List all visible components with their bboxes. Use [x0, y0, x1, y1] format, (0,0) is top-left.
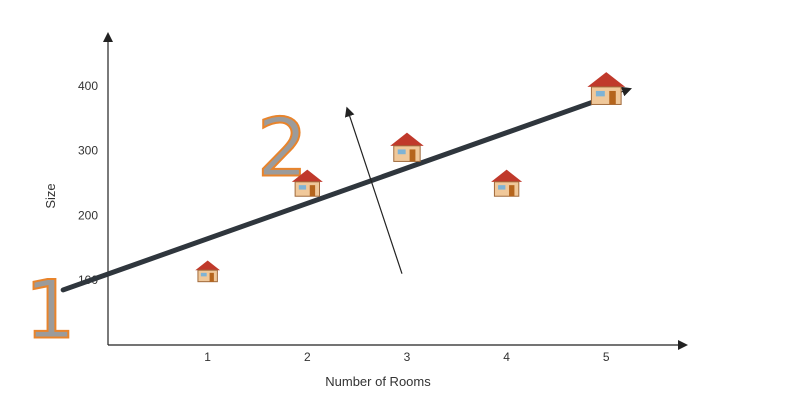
regression-line — [60, 93, 614, 293]
house-door — [209, 272, 214, 282]
house-icon — [195, 260, 221, 283]
house-roof — [291, 169, 323, 182]
house-window — [498, 185, 506, 190]
x-axis-label: Number of Rooms — [325, 374, 431, 389]
house-door — [609, 90, 616, 105]
x-tick-label: 1 — [204, 350, 211, 364]
house-icon — [390, 132, 424, 162]
data-points — [195, 72, 626, 283]
house-icon — [587, 72, 626, 105]
y-tick-label: 200 — [78, 208, 98, 222]
house-window — [200, 272, 207, 277]
y-tick-label: 300 — [78, 144, 98, 158]
chart-lines — [60, 86, 632, 293]
direction-arrow — [344, 106, 403, 274]
x-tick-label: 3 — [404, 350, 411, 364]
x-tick-labels: 1 2 3 4 5 — [204, 350, 610, 364]
house-body — [393, 145, 421, 162]
x-tick-label: 5 — [603, 350, 610, 364]
house-body — [197, 269, 218, 283]
x-tick-label: 4 — [503, 350, 510, 364]
house-roof — [390, 132, 424, 146]
house-window — [595, 90, 605, 97]
annotation-number: 1 — [25, 263, 76, 356]
y-tick-labels: 100200300400 — [78, 79, 98, 287]
y-tick-label: 400 — [78, 79, 98, 93]
house-door — [509, 185, 515, 197]
annotation-numbers: 12 — [24, 100, 309, 357]
y-axis-label: Size — [43, 183, 58, 208]
house-roof — [491, 169, 523, 182]
house-door — [309, 185, 316, 197]
house-icon — [491, 169, 523, 197]
house-window — [397, 149, 406, 155]
house-icon — [291, 169, 323, 197]
house-roof — [195, 260, 221, 271]
house-door — [409, 149, 416, 162]
house-window — [298, 185, 307, 190]
x-tick-label: 2 — [304, 350, 311, 364]
house-roof — [587, 72, 626, 87]
